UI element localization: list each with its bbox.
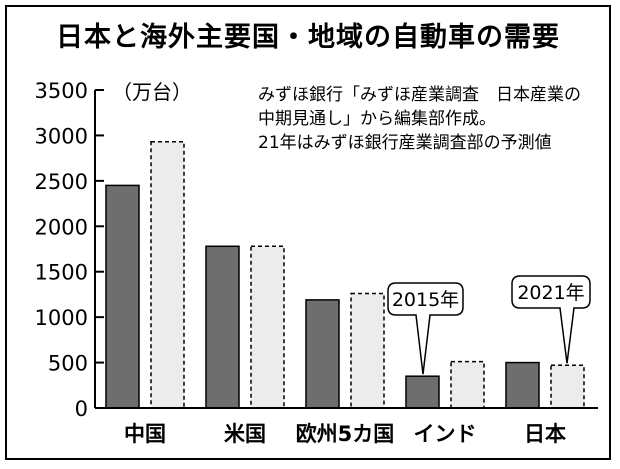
bar-2015-3 <box>405 375 440 409</box>
chart-title: 日本と海外主要国・地域の自動車の需要 <box>56 22 560 53</box>
y-tick-label: 2000 <box>35 215 88 239</box>
source-note-line: 21年はみずほ銀行産業調査部の予測値 <box>258 133 552 153</box>
callout-label: 2015年 <box>392 289 459 311</box>
source-note-line: みずほ銀行「みずほ産業調査 日本産業の <box>258 85 581 105</box>
category-label: 中国 <box>124 422 166 446</box>
bar-2015-2 <box>305 299 340 409</box>
y-tick-label: 0 <box>75 397 88 421</box>
callout-bubble <box>387 282 464 375</box>
callout-label: 2021年 <box>517 282 584 304</box>
bar-2021-0 <box>150 141 185 409</box>
bar-2021-4 <box>550 364 585 409</box>
y-tick-label: 3000 <box>35 124 88 148</box>
category-label: 欧州5カ国 <box>296 422 395 446</box>
category-label: 日本 <box>524 422 566 446</box>
bar-2021-1 <box>250 245 285 409</box>
bar-2015-4 <box>505 361 540 409</box>
y-tick-label: 1500 <box>35 261 88 285</box>
callout-bubble <box>511 275 591 364</box>
unit-label: （万台） <box>112 80 192 104</box>
bar-2015-0 <box>105 184 140 409</box>
category-label: 米国 <box>224 422 266 446</box>
category-label: インド <box>414 422 477 446</box>
y-tick-label: 500 <box>48 352 88 376</box>
bar-2021-3 <box>450 360 485 409</box>
source-note-line: 中期見通し」から編集部作成。 <box>258 109 496 129</box>
bar-2015-1 <box>205 245 240 409</box>
bar-2021-2 <box>350 292 385 409</box>
y-tick-label: 1000 <box>35 306 88 330</box>
y-tick-label: 3500 <box>35 79 88 103</box>
y-tick-label: 2500 <box>35 170 88 194</box>
